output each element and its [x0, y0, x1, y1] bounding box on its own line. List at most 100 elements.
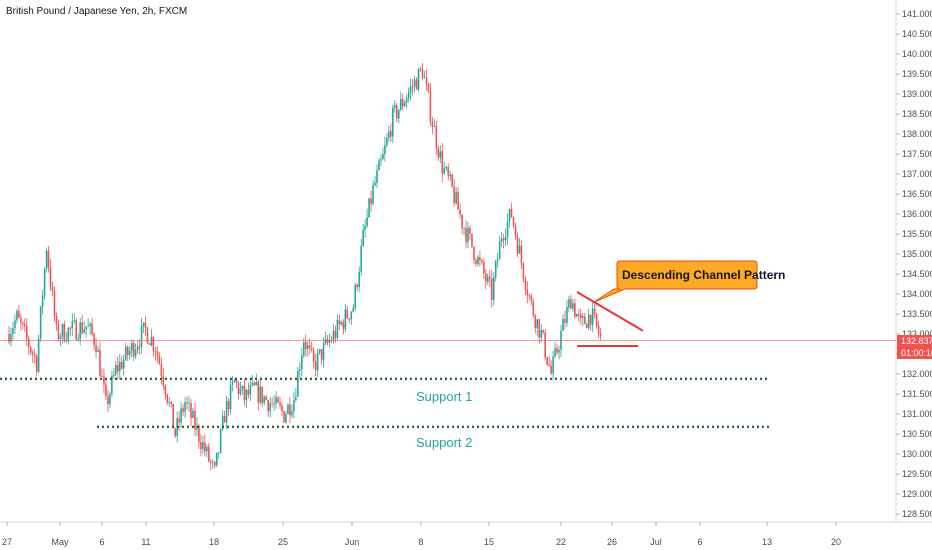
y-tick-label: 131.500 [902, 389, 932, 399]
candle-body [16, 311, 18, 321]
candle-body [81, 322, 83, 333]
candle-body [249, 385, 252, 395]
y-tick-label: 138.500 [902, 109, 932, 119]
candle-body [435, 126, 438, 149]
candle-body [73, 320, 76, 322]
candle-body [14, 320, 16, 329]
candle-body [479, 257, 481, 261]
candle-body [166, 394, 169, 403]
candle-body [510, 208, 513, 218]
candle-body [338, 319, 341, 325]
candle-body [118, 361, 121, 372]
candle-body [556, 348, 558, 353]
y-tick-label: 135.500 [902, 229, 932, 239]
candle-body [267, 400, 269, 412]
candle-body [490, 278, 493, 300]
y-tick-label: 136.000 [902, 209, 932, 219]
candle-body [35, 356, 38, 372]
candle-body [597, 325, 600, 334]
candle-body [225, 400, 228, 423]
candle-body [453, 186, 455, 204]
candle-body [514, 225, 517, 237]
candle-body [485, 273, 487, 282]
y-tick-label: 135.000 [902, 249, 932, 259]
candle-body [433, 126, 436, 128]
candle-body [8, 334, 10, 342]
callout-text: Descending Channel Pattern [622, 268, 785, 282]
x-tick-label: 27 [2, 537, 12, 547]
candle-body [12, 328, 14, 334]
candle-body [316, 352, 319, 371]
candle-body [477, 257, 479, 264]
candle-body [583, 316, 586, 324]
candle-body [215, 452, 218, 466]
current-price-tag [897, 335, 932, 347]
y-tick-label: 132.000 [902, 369, 932, 379]
candle-body [162, 375, 165, 386]
candle-body [27, 338, 30, 348]
candle-body [174, 428, 176, 436]
candle-body [386, 138, 388, 146]
candle-body [354, 284, 357, 309]
candle-body [105, 384, 107, 397]
candle-body [43, 268, 46, 296]
candle-body [473, 246, 475, 260]
candle-body [587, 314, 590, 328]
candle-body [53, 290, 56, 317]
candle-body [89, 323, 91, 327]
x-tick-label: 6 [697, 537, 702, 547]
candle-body [140, 326, 143, 348]
candle-body [508, 208, 511, 221]
y-tick-label: 134.000 [902, 289, 932, 299]
candle-body [581, 316, 584, 319]
candle-body [148, 343, 151, 346]
candle-body [124, 346, 127, 360]
candle-body [469, 227, 471, 234]
candle-body [342, 322, 345, 330]
candle-body [413, 79, 416, 87]
x-axis[interactable]: 27 May 6 11 18 25 Jun 8 15 22 26 Jul 6 13 20 [2, 522, 841, 547]
candle-body [576, 314, 578, 317]
candle-body [427, 83, 430, 92]
candle-body [186, 402, 188, 404]
candle-body [231, 382, 234, 385]
candle-body [312, 350, 315, 362]
candle-body [117, 365, 119, 372]
y-tick-label: 133.500 [902, 309, 932, 319]
candle-body [243, 385, 246, 401]
candle-body [320, 349, 323, 360]
candle-body [217, 452, 220, 454]
candle-body [585, 323, 588, 328]
x-tick-label: 8 [418, 537, 423, 547]
candle-body [528, 295, 531, 297]
candle-body [150, 337, 153, 346]
candles [8, 62, 602, 471]
y-tick-label: 133.000 [902, 329, 932, 339]
candle-body [79, 322, 82, 340]
candle-body [170, 401, 173, 404]
candle-body [350, 311, 353, 320]
candle-body [122, 359, 125, 369]
candle-body [599, 333, 602, 336]
pattern-callout[interactable]: Descending Channel Pattern [593, 260, 785, 303]
candle-body [91, 323, 93, 335]
candle-body [164, 385, 167, 395]
candle-body [512, 217, 515, 226]
candle-body [589, 314, 592, 325]
candle-body [239, 388, 242, 394]
candle-body [494, 261, 497, 278]
candle-body [75, 320, 78, 340]
candle-body [57, 324, 60, 339]
candle-body [336, 319, 339, 338]
candle-body [291, 411, 293, 416]
candle-body [498, 241, 501, 260]
candle-body [425, 77, 428, 84]
y-tick-label: 137.000 [902, 169, 932, 179]
candle-body [445, 167, 448, 169]
candle-body [362, 229, 364, 247]
candle-body [534, 315, 537, 329]
candle-body [530, 295, 533, 302]
candle-body [475, 259, 477, 264]
candle-body [443, 168, 446, 174]
